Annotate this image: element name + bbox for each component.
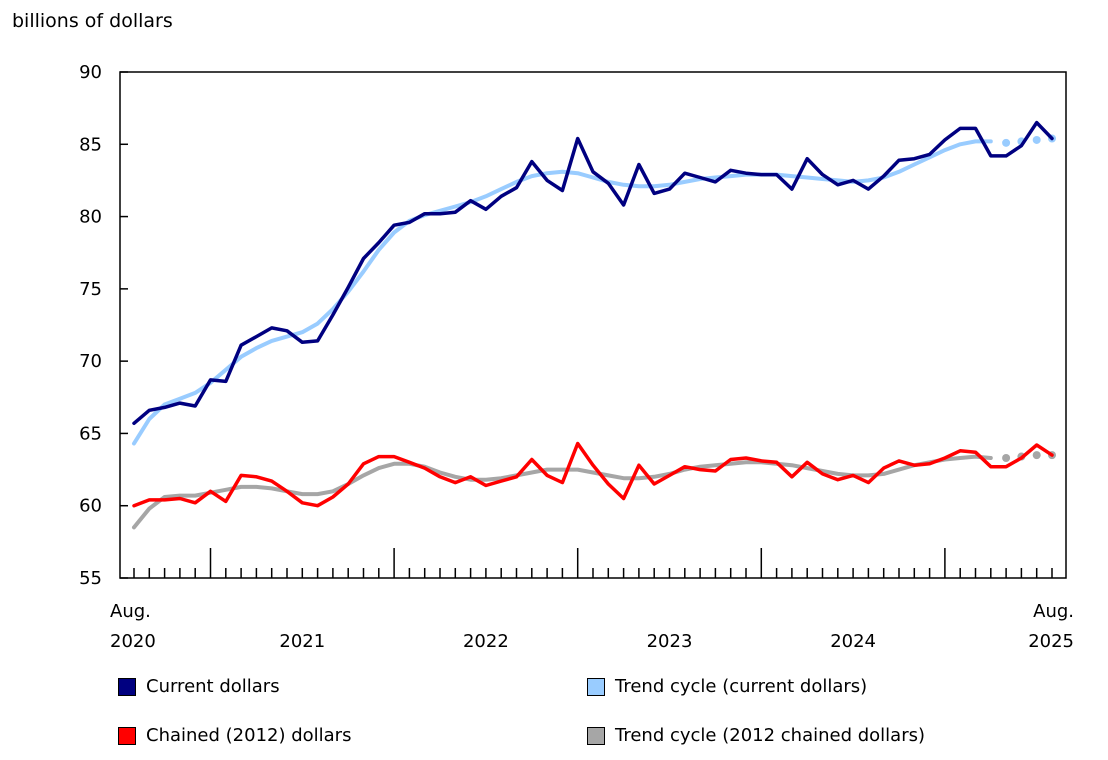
x-tick-label: 2020 <box>110 631 156 652</box>
provisional-point <box>1002 138 1011 147</box>
legend-item-current-dollars: Current dollars <box>118 676 280 697</box>
series-line-2 <box>132 441 1054 508</box>
legend-label: Chained (2012) dollars <box>146 725 352 746</box>
y-tick-label: 60 <box>79 496 102 517</box>
x-tick-label: 2024 <box>830 631 876 652</box>
provisional-point <box>1032 135 1041 144</box>
legend-swatch <box>118 677 136 696</box>
x-tick-label: Aug. <box>110 601 151 622</box>
y-tick-label: 65 <box>79 423 102 444</box>
legend-label: Current dollars <box>146 676 280 697</box>
y-tick-label: 80 <box>79 207 102 228</box>
legend-swatch <box>118 726 136 745</box>
line-chart: 55 60 65 70 75 80 85 90 Aug. 2020 2021 2022 2023 2024… <box>79 62 1074 652</box>
legend-label: Trend cycle (2012 chained dollars) <box>615 725 926 746</box>
x-tick-label: 2021 <box>279 631 325 652</box>
plot-frame <box>119 71 1067 579</box>
x-tick-label: 2023 <box>647 631 693 652</box>
series-line-3 <box>132 454 993 530</box>
legend-swatch <box>587 677 605 696</box>
legend-item-trend-current: Trend cycle (current dollars) <box>587 676 867 697</box>
legend-label: Trend cycle (current dollars) <box>615 676 868 697</box>
y-tick-label: 90 <box>79 62 102 83</box>
legend-item-chained-dollars: Chained (2012) dollars <box>118 725 351 746</box>
y-tick-label: 75 <box>79 279 102 300</box>
x-tick-label: 2022 <box>463 631 509 652</box>
y-tick-label: 55 <box>79 568 102 589</box>
x-tick-label: Aug. <box>1033 601 1074 622</box>
y-axis-unit-label: billions of dollars <box>12 10 173 32</box>
y-tick-label: 70 <box>79 351 102 372</box>
provisional-point <box>1002 454 1011 463</box>
y-tick-label: 85 <box>79 134 102 155</box>
legend-swatch <box>587 726 605 745</box>
series-line-0 <box>132 120 1054 426</box>
legend-item-trend-chained: Trend cycle (2012 chained dollars) <box>587 725 925 746</box>
x-tick-label: 2025 <box>1028 631 1074 652</box>
provisional-point <box>1032 451 1041 460</box>
